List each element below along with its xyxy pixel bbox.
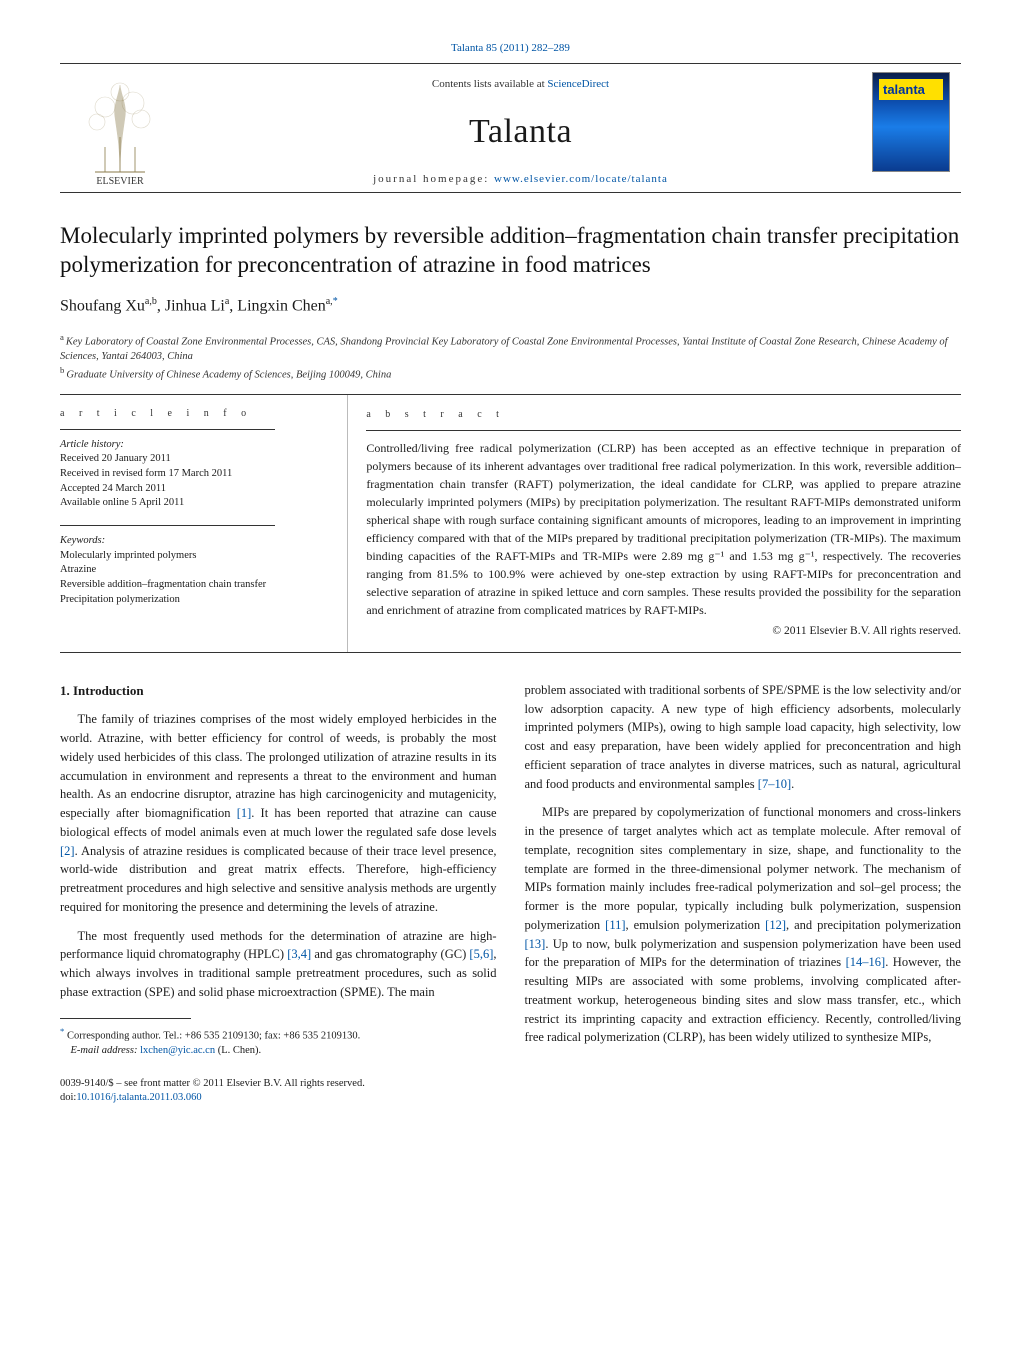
masthead-right: talanta [861,72,961,192]
bottom-meta: 0039-9140/$ – see front matter © 2011 El… [60,1077,497,1106]
intro-p4b: , emulsion polymerization [626,918,766,932]
cover-logo-text: talanta [879,79,943,101]
cite-2[interactable]: [2] [60,844,75,858]
author-3: Lingxin Chen [237,298,325,315]
footnote-separator [60,1018,191,1019]
masthead: ELSEVIER Contents lists available at Sci… [60,64,961,193]
history-received: Received 20 January 2011 [60,452,329,467]
footnote-text: Corresponding author. Tel.: +86 535 2109… [67,1030,360,1041]
author-1-affil: a,b [145,296,157,307]
author-2-affil: a [225,296,229,307]
homepage-line: journal homepage: www.elsevier.com/locat… [180,171,861,188]
homepage-prefix: journal homepage: [373,173,494,185]
email-tail: (L. Chen). [215,1045,261,1056]
info-rule-2 [60,525,275,526]
history-accepted: Accepted 24 March 2011 [60,482,329,497]
contents-prefix: Contents lists available at [432,78,547,90]
cite-14-16[interactable]: [14–16] [846,955,886,969]
email-label: E-mail address: [71,1045,141,1056]
journal-name: Talanta [180,106,861,157]
authors-line: Shoufang Xua,b, Jinhua Lia, Lingxin Chen… [60,294,961,318]
corresponding-footnote: * Corresponding author. Tel.: +86 535 21… [60,1025,497,1059]
keyword-3: Reversible addition–fragmentation chain … [60,578,329,593]
info-rule-1 [60,429,275,430]
author-3-affil: a, [326,296,333,307]
issn-line: 0039-9140/$ – see front matter © 2011 El… [60,1077,497,1092]
intro-p3: problem associated with traditional sorb… [525,681,962,794]
abstract-rule [366,430,961,431]
publisher-logo: ELSEVIER [60,72,180,192]
footnote-star-icon: * [60,1026,64,1036]
history-online: Available online 5 April 2011 [60,496,329,511]
intro-p4c: , and precipitation polymerization [786,918,961,932]
affiliation-b: Graduate University of Chinese Academy o… [66,370,391,381]
article-history: Article history: Received 20 January 201… [60,438,329,511]
intro-p2b: and gas chromatography (GC) [311,947,469,961]
contents-line: Contents lists available at ScienceDirec… [180,76,861,93]
author-2: Jinhua Li [165,298,225,315]
affiliation-a: Key Laboratory of Coastal Zone Environme… [60,336,948,362]
history-revised: Received in revised form 17 March 2011 [60,467,329,482]
masthead-center: Contents lists available at ScienceDirec… [180,76,861,188]
author-1: Shoufang Xu [60,298,145,315]
intro-p3b: . [791,777,794,791]
cite-3-4[interactable]: [3,4] [287,947,311,961]
section-heading-intro: 1. Introduction [60,681,497,701]
intro-p3a: problem associated with traditional sorb… [525,683,962,791]
article-info-heading: a r t i c l e i n f o [60,407,329,421]
cite-5-6[interactable]: [5,6] [469,947,493,961]
elsevier-word: ELSEVIER [96,176,144,187]
journal-cover-thumb: talanta [872,72,950,172]
body-columns: 1. Introduction The family of triazines … [60,681,961,1106]
intro-p1: The family of triazines comprises of the… [60,710,497,916]
intro-p1c: . Analysis of atrazine residues is compl… [60,844,497,914]
keywords-block: Keywords: Molecularly imprinted polymers… [60,534,329,607]
keyword-2: Atrazine [60,563,329,578]
keyword-4: Precipitation polymerization [60,593,329,608]
article-title: Molecularly imprinted polymers by revers… [60,221,961,281]
corresponding-email-link[interactable]: lxchen@yic.ac.cn [140,1045,215,1056]
homepage-link[interactable]: www.elsevier.com/locate/talanta [494,173,668,185]
elsevier-tree-icon: ELSEVIER [75,77,165,187]
sciencedirect-link[interactable]: ScienceDirect [547,78,609,90]
journal-reference: Talanta 85 (2011) 282–289 [60,40,961,57]
abstract-column: a b s t r a c t Controlled/living free r… [348,395,961,652]
info-abstract-row: a r t i c l e i n f o Article history: R… [60,394,961,653]
cite-13[interactable]: [13] [525,937,546,951]
cite-11[interactable]: [11] [605,918,625,932]
keyword-1: Molecularly imprinted polymers [60,549,329,564]
abstract-text: Controlled/living free radical polymeriz… [366,439,961,619]
cite-12[interactable]: [12] [765,918,786,932]
cite-7-10[interactable]: [7–10] [758,777,791,791]
intro-p1a: The family of triazines comprises of the… [60,712,497,820]
cite-1[interactable]: [1] [237,806,252,820]
abstract-copyright: © 2011 Elsevier B.V. All rights reserved… [366,623,961,640]
keywords-label: Keywords: [60,534,329,549]
doi-label: doi: [60,1092,76,1103]
intro-p2: The most frequently used methods for the… [60,927,497,1002]
abstract-heading: a b s t r a c t [366,407,961,422]
doi-link[interactable]: 10.1016/j.talanta.2011.03.060 [76,1092,201,1103]
intro-p4: MIPs are prepared by copolymerization of… [525,803,962,1047]
history-label: Article history: [60,438,329,453]
article-info-column: a r t i c l e i n f o Article history: R… [60,395,348,652]
affiliations: aKey Laboratory of Coastal Zone Environm… [60,331,961,384]
corresponding-symbol: * [333,296,338,307]
intro-p4a: MIPs are prepared by copolymerization of… [525,805,962,932]
